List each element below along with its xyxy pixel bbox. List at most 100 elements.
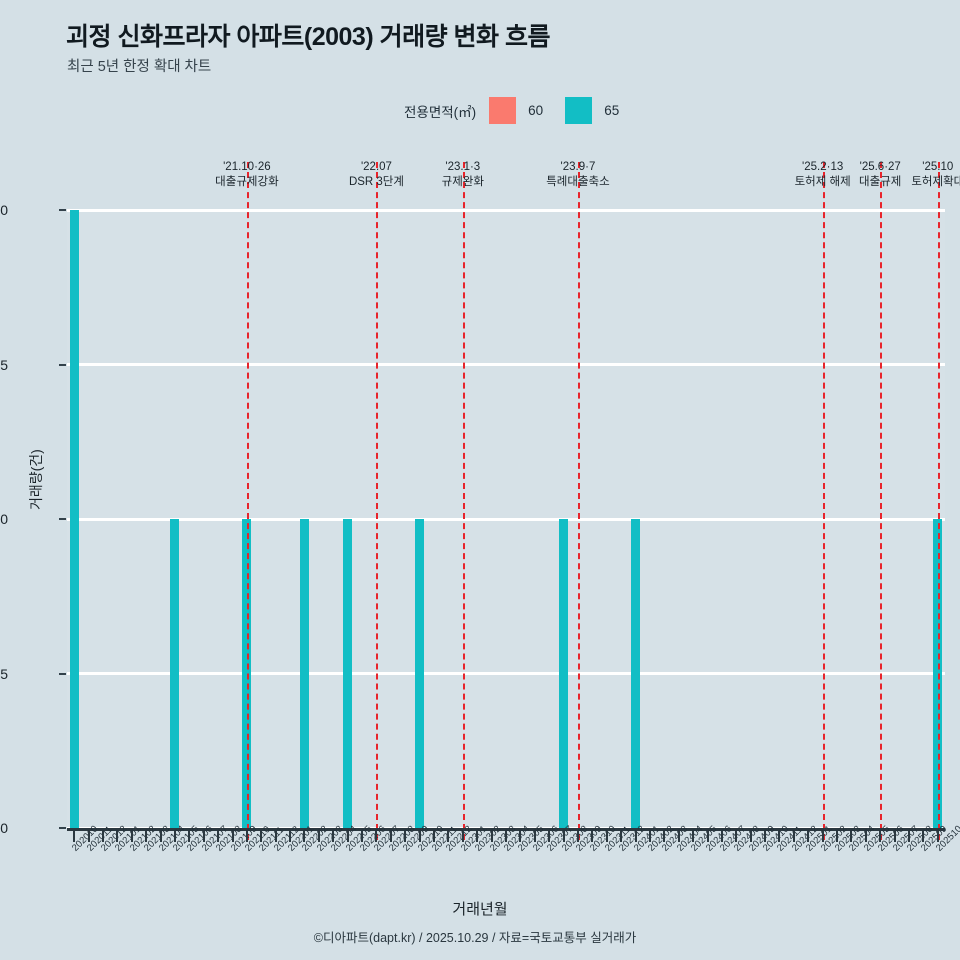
y-axis-tick-mark: [59, 672, 66, 675]
x-axis-tick-mark: [447, 831, 450, 842]
legend-title: 전용면적(㎡): [404, 104, 477, 120]
x-axis-tick-mark: [548, 831, 551, 842]
x-axis-tick-mark: [73, 831, 76, 842]
x-axis-tick-mark: [116, 831, 119, 842]
y-axis-tick-label: 0.5: [0, 665, 8, 682]
x-axis-tick-mark: [404, 831, 407, 842]
event-annotation-date: '25.2·13: [802, 161, 844, 173]
x-axis-tick-mark: [231, 831, 234, 842]
x-axis-tick-mark: [433, 831, 436, 842]
x-axis-tick-mark: [562, 831, 565, 842]
y-axis-tick-mark: [59, 363, 66, 366]
gridline: [67, 208, 945, 212]
legend-swatch-65[interactable]: [565, 97, 593, 124]
x-axis-tick-mark: [145, 831, 148, 842]
x-axis-tick-mark: [490, 831, 493, 842]
y-axis-tick-mark: [59, 827, 66, 829]
event-annotation-date: '22.07: [360, 161, 392, 173]
bar[interactable]: [299, 519, 309, 828]
x-axis-tick-mark: [461, 831, 464, 842]
x-axis-tick-mark: [749, 831, 752, 842]
bar[interactable]: [415, 519, 425, 828]
x-axis-tick-mark: [375, 831, 378, 842]
x-axis-tick-mark: [648, 831, 651, 842]
x-axis-tick-mark: [821, 831, 824, 842]
x-axis-tick-mark: [735, 831, 738, 842]
x-axis-tick-mark: [361, 831, 364, 842]
legend-label-60: 60: [528, 103, 544, 118]
event-marker-line: [577, 162, 580, 840]
x-axis-tick-mark: [663, 831, 666, 842]
event-marker-line: [246, 162, 249, 840]
x-axis-tick-mark: [591, 831, 594, 842]
event-annotation-date: '25.6·27: [859, 161, 901, 173]
page-subtitle: 최근 5년 한정 확대 차트: [67, 59, 212, 75]
x-axis-tick-mark: [792, 831, 795, 842]
bar[interactable]: [559, 519, 569, 828]
event-marker-line: [822, 162, 825, 840]
x-axis-tick-mark: [893, 831, 896, 842]
x-axis-tick-mark: [879, 831, 882, 842]
y-axis-tick-mark: [59, 209, 66, 211]
x-axis-tick-mark: [778, 831, 781, 842]
x-axis-tick-mark: [620, 831, 623, 842]
x-axis-tick-mark: [505, 831, 507, 842]
x-axis-tick-mark: [519, 831, 522, 842]
bar[interactable]: [69, 210, 79, 828]
x-axis-tick-mark: [677, 831, 680, 842]
x-axis-tick-mark: [217, 831, 220, 842]
legend-label-65: 65: [604, 103, 620, 118]
x-axis-tick-mark: [533, 831, 536, 842]
legend-swatch-60[interactable]: [489, 97, 517, 124]
legend: 전용면적(㎡) 60 65: [404, 97, 619, 124]
footer-text: ©디아파트(dapt.kr) / 2025.10.29 / 자료=국토교통부 실…: [313, 931, 637, 945]
x-axis-tick-mark: [692, 831, 695, 842]
x-axis-tick-mark: [332, 831, 335, 842]
event-marker-line: [462, 162, 465, 840]
bar[interactable]: [343, 519, 353, 828]
bar[interactable]: [631, 519, 641, 828]
x-axis-tick-mark: [807, 831, 810, 842]
page-title: 괴정 신화프라자 아파트(2003) 거래량 변화 흐름: [66, 23, 551, 51]
x-axis-tick-mark: [274, 831, 277, 842]
y-axis-tick-label: 0.0: [0, 820, 8, 836]
x-axis-tick-mark: [706, 831, 709, 842]
event-marker-line: [937, 162, 940, 840]
x-axis-tick-mark: [418, 831, 421, 842]
x-axis-tick-mark: [908, 831, 911, 842]
event-annotation-text: 특례대출축소: [546, 176, 610, 188]
y-axis-tick-label: 1.0: [0, 511, 8, 527]
x-axis-tick-mark: [720, 831, 723, 842]
plot-area: [67, 162, 945, 840]
x-axis-tick-mark: [936, 831, 939, 842]
event-annotation-date: '23.1·3: [445, 161, 481, 173]
y-axis-tick-label: 2.0: [0, 202, 8, 218]
bar[interactable]: [170, 519, 180, 828]
x-axis-tick-mark: [245, 831, 248, 842]
y-axis-title: 거래량(건): [28, 449, 44, 510]
footer-credit: ©디아파트(dapt.kr) / 2025.10.29 / 자료=국토교통부 실…: [0, 927, 960, 946]
x-axis-tick-mark: [188, 831, 191, 842]
x-axis-tick-mark: [101, 831, 104, 842]
y-axis-tick-label: 1.5: [0, 356, 8, 373]
gridline: [67, 363, 945, 366]
x-axis-tick-mark: [836, 831, 839, 842]
y-axis-tick-mark: [59, 518, 66, 520]
x-axis-tick-mark: [764, 831, 767, 842]
event-annotation-date: '23.9·7: [560, 161, 596, 173]
x-axis-tick-mark: [130, 831, 133, 842]
event-marker-line: [880, 162, 883, 840]
event-annotation-text: 토허제확대: [911, 176, 960, 188]
event-annotation-date: '21.10·26: [223, 161, 271, 173]
x-axis-tick-mark: [476, 831, 479, 842]
x-axis-tick-mark: [346, 831, 349, 842]
event-annotation-text: 토허제 해제: [794, 176, 851, 188]
event-annotation: '22.07 DSR 3단계: [349, 160, 404, 190]
x-axis-tick-mark: [634, 831, 637, 842]
x-axis-tick-mark: [289, 831, 292, 842]
x-axis-tick-mark: [260, 831, 263, 842]
x-axis-title: 거래년월: [452, 901, 508, 918]
x-axis-tick-mark: [850, 831, 853, 842]
x-axis-tick-mark: [922, 831, 925, 842]
